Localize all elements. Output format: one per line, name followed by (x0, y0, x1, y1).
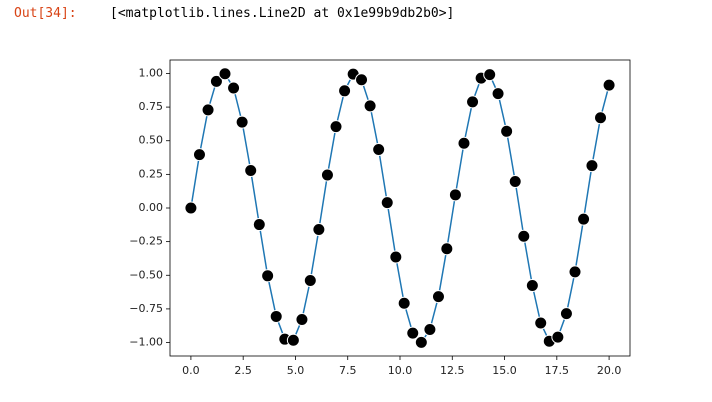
marker (389, 250, 403, 264)
marker (525, 278, 539, 292)
x-tick-label: 17.5 (545, 364, 570, 377)
y-tick-label: 0.00 (139, 201, 164, 214)
marker (577, 212, 591, 226)
marker (295, 313, 309, 327)
marker (517, 229, 531, 243)
marker (303, 274, 317, 288)
marker (218, 67, 232, 81)
x-tick-label: 0.0 (182, 364, 200, 377)
marker (201, 103, 215, 117)
out-prompt: Out[34]: (14, 6, 77, 21)
y-tick-label: 1.00 (139, 66, 164, 79)
marker (209, 74, 223, 88)
x-tick-label: 12.5 (440, 364, 465, 377)
marker (431, 290, 445, 304)
marker (192, 148, 206, 162)
y-tick-label: −0.25 (129, 235, 163, 248)
marker (483, 68, 497, 82)
x-tick-label: 10.0 (388, 364, 413, 377)
marker (559, 307, 573, 321)
marker (329, 120, 343, 134)
marker (508, 174, 522, 188)
marker (320, 168, 334, 182)
x-tick-label: 20.0 (597, 364, 622, 377)
marker (466, 95, 480, 109)
y-tick-label: −1.00 (129, 336, 163, 349)
y-tick-label: −0.75 (129, 302, 163, 315)
marker (594, 111, 608, 125)
y-tick-label: 0.75 (139, 100, 164, 113)
marker (244, 163, 258, 177)
y-tick-label: 0.50 (139, 134, 164, 147)
x-tick-label: 5.0 (287, 364, 305, 377)
marker (312, 223, 326, 237)
marker (491, 87, 505, 101)
marker (269, 309, 283, 323)
marker (440, 242, 454, 256)
marker (355, 73, 369, 87)
marker (397, 296, 411, 310)
marker (534, 316, 548, 330)
marker (338, 84, 352, 98)
x-tick-label: 7.5 (339, 364, 357, 377)
marker (414, 335, 428, 349)
y-tick-label: −0.50 (129, 268, 163, 281)
marker (568, 265, 582, 279)
marker (380, 196, 394, 210)
marker (372, 142, 386, 156)
marker (363, 99, 377, 113)
marker (261, 269, 275, 283)
marker (602, 78, 616, 92)
marker (585, 159, 599, 173)
output-text: [<matplotlib.lines.Line2D at 0x1e99b9db2… (110, 6, 455, 21)
marker (457, 136, 471, 150)
marker (551, 330, 565, 344)
marker (406, 326, 420, 340)
marker (184, 201, 198, 215)
marker (252, 218, 266, 232)
x-tick-label: 15.0 (492, 364, 517, 377)
marker (286, 333, 300, 347)
marker (235, 115, 249, 129)
marker (423, 322, 437, 336)
marker (448, 188, 462, 202)
marker (500, 124, 514, 138)
marker (227, 81, 241, 95)
x-tick-label: 2.5 (234, 364, 252, 377)
y-tick-label: 0.25 (139, 167, 164, 180)
